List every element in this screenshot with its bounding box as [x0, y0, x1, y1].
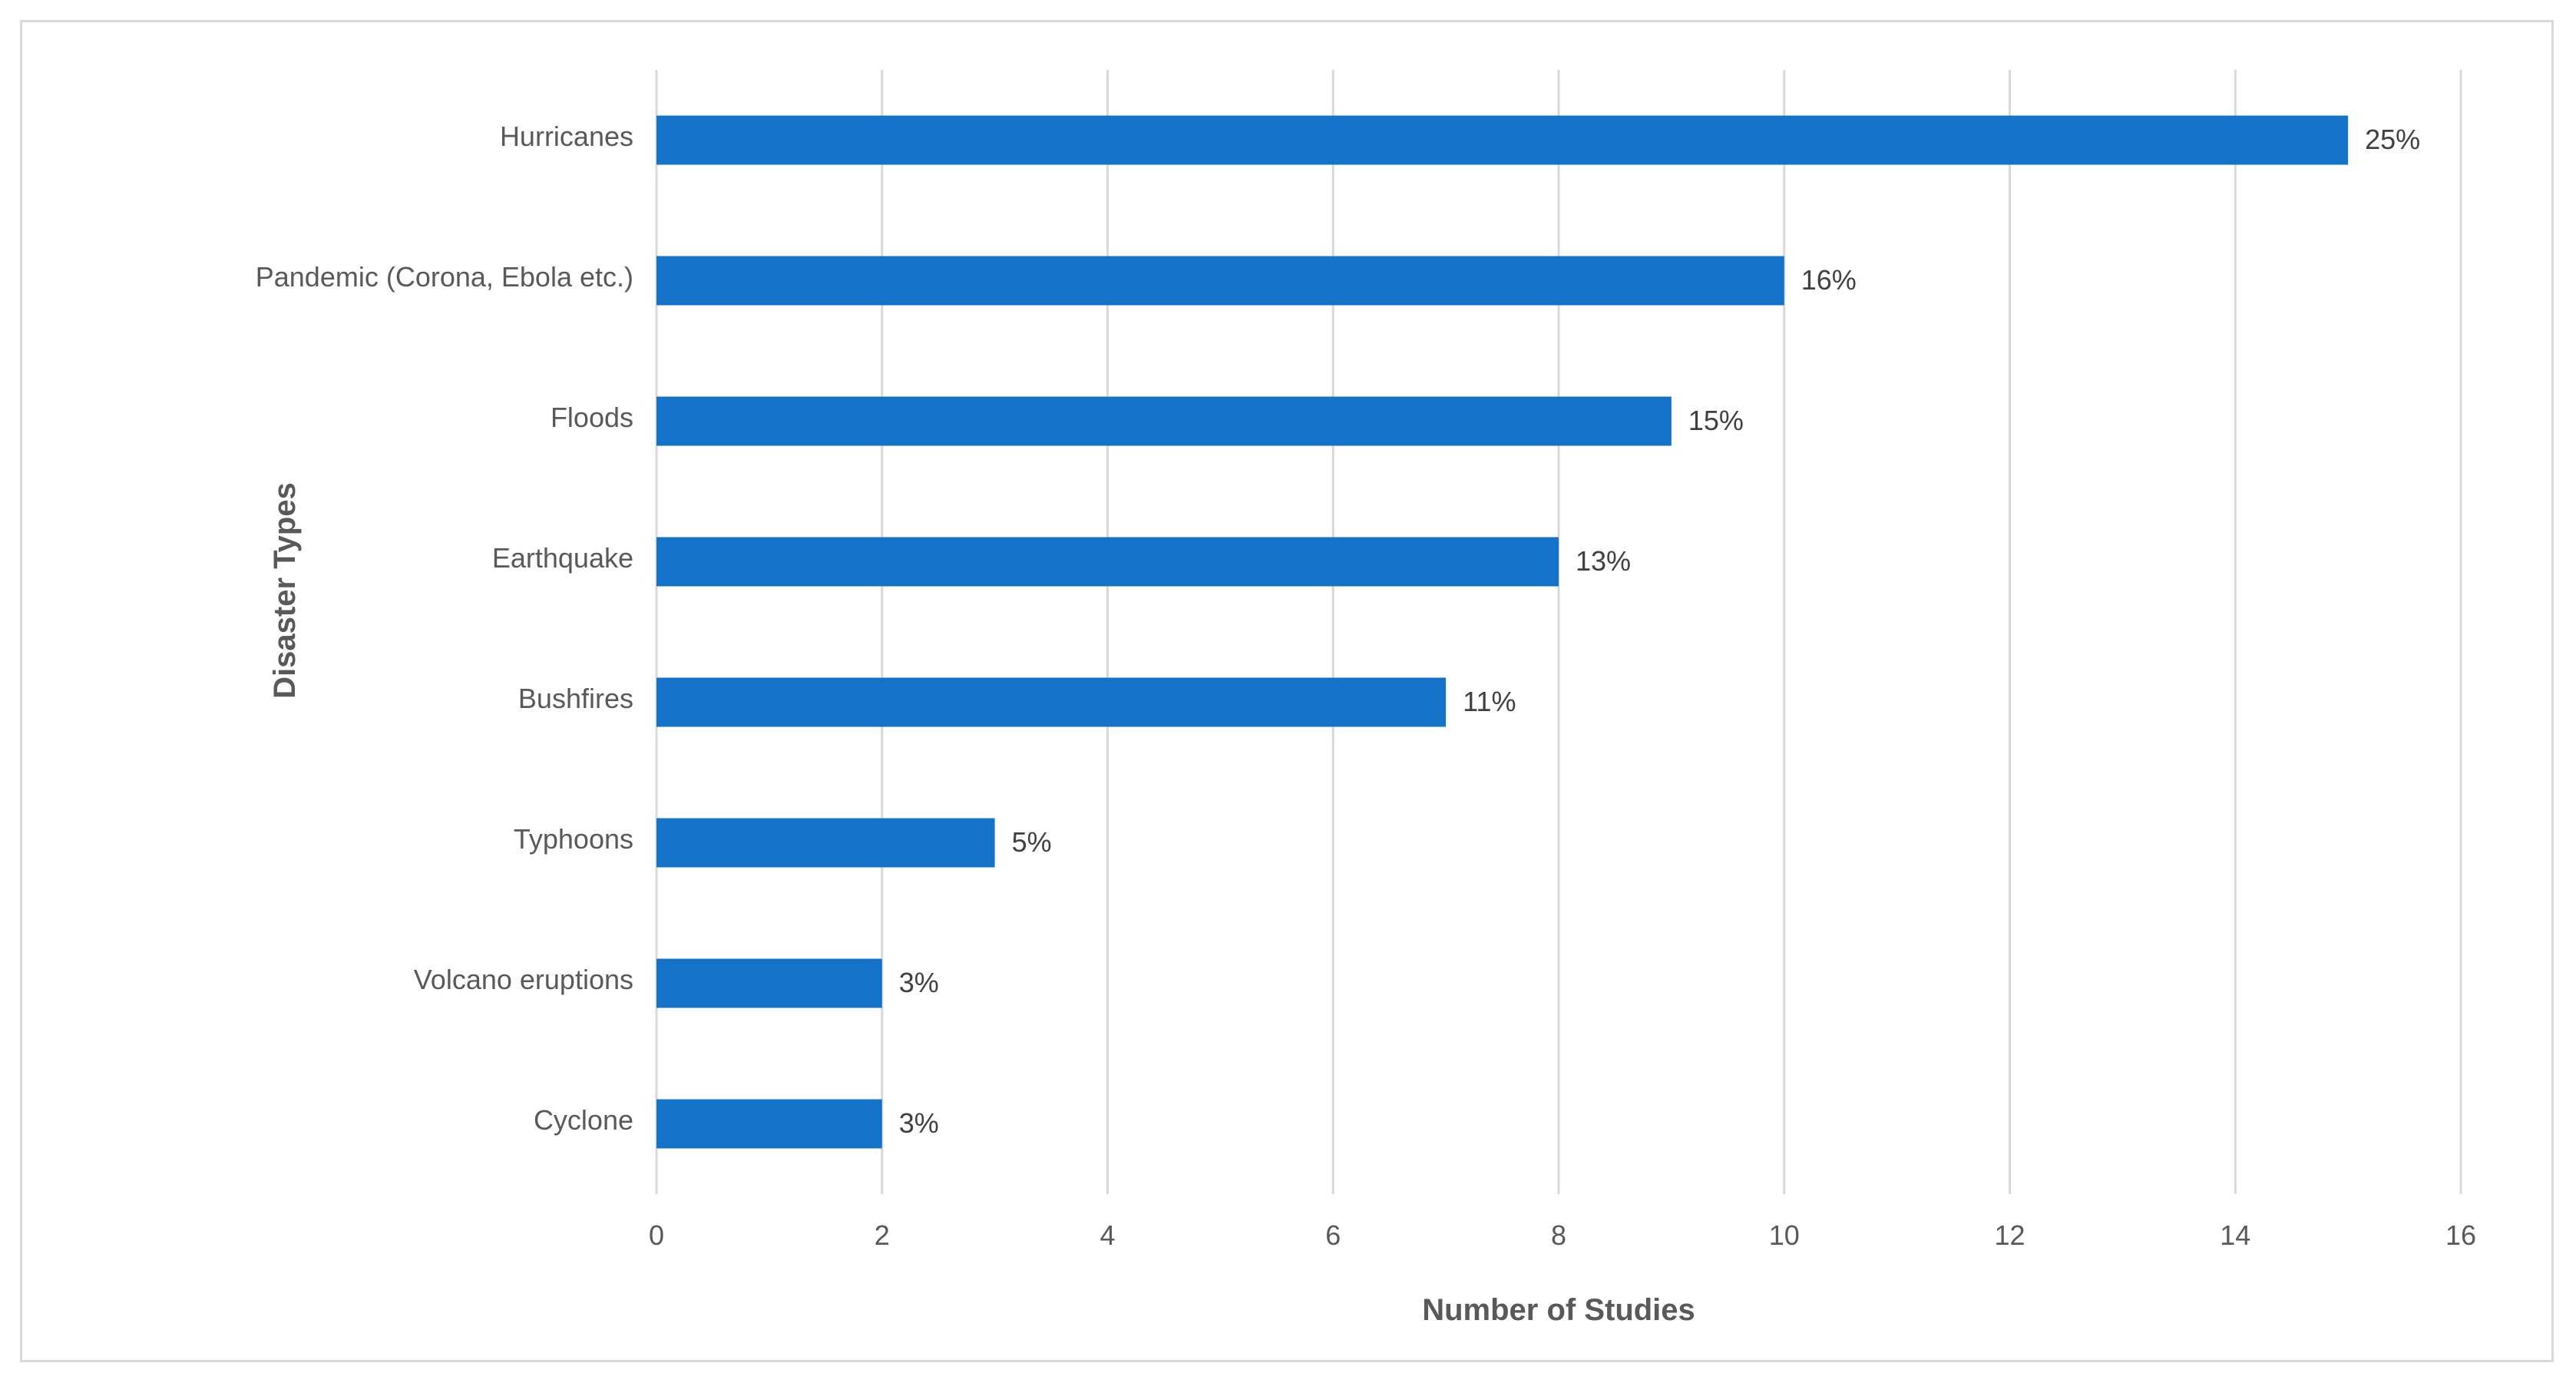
data-labels: 25% 16% 15% 13% 11% 5% 3% 3% [899, 124, 2420, 1139]
bar [656, 1099, 882, 1149]
x-tick-label: 16 [2445, 1219, 2476, 1251]
category-label: Pandemic (Corona, Ebola etc.) [256, 261, 633, 293]
x-axis-title: Number of Studies [1422, 1293, 1695, 1327]
x-tick-label: 8 [1551, 1219, 1566, 1251]
data-label: 3% [899, 967, 939, 998]
x-tick-label: 14 [2220, 1219, 2250, 1251]
bar [656, 958, 882, 1008]
x-tick-label: 2 [875, 1219, 890, 1251]
category-label: Hurricanes [500, 121, 633, 152]
data-label: 16% [1801, 264, 1857, 296]
bar-chart: Hurricanes Pandemic (Corona, Ebola etc.) F… [256, 70, 2476, 1327]
data-label: 25% [2365, 124, 2420, 155]
category-label: Cyclone [534, 1104, 633, 1136]
x-tick-labels: 0 2 4 6 8 10 12 14 16 [649, 1219, 2476, 1251]
bar [656, 537, 1559, 587]
x-tick-label: 10 [1769, 1219, 1800, 1251]
bar [656, 818, 995, 868]
category-label: Bushfires [518, 683, 633, 714]
data-label: 11% [1463, 686, 1516, 717]
x-tick-label: 4 [1100, 1219, 1115, 1251]
x-tick-label: 6 [1325, 1219, 1341, 1251]
category-labels: Hurricanes Pandemic (Corona, Ebola etc.) F… [256, 121, 633, 1136]
x-tick-label: 0 [649, 1219, 664, 1251]
data-label: 5% [1012, 826, 1052, 858]
bars [656, 115, 2349, 1149]
category-label: Volcano eruptions [414, 964, 633, 995]
category-label: Typhoons [514, 823, 633, 855]
bar [656, 256, 1784, 306]
category-label: Earthquake [492, 542, 633, 574]
bar [656, 115, 2349, 165]
data-label: 15% [1688, 405, 1744, 436]
gridlines [655, 70, 2462, 1194]
data-label: 3% [899, 1107, 939, 1139]
category-label: Floods [551, 402, 633, 433]
bar [656, 396, 1672, 446]
x-tick-label: 12 [1994, 1219, 2025, 1251]
data-label: 13% [1576, 545, 1631, 577]
y-axis-title: Disaster Types [268, 482, 302, 699]
bar [656, 677, 1447, 727]
chart-frame: Hurricanes Pandemic (Corona, Ebola etc.) F… [20, 20, 2554, 1362]
